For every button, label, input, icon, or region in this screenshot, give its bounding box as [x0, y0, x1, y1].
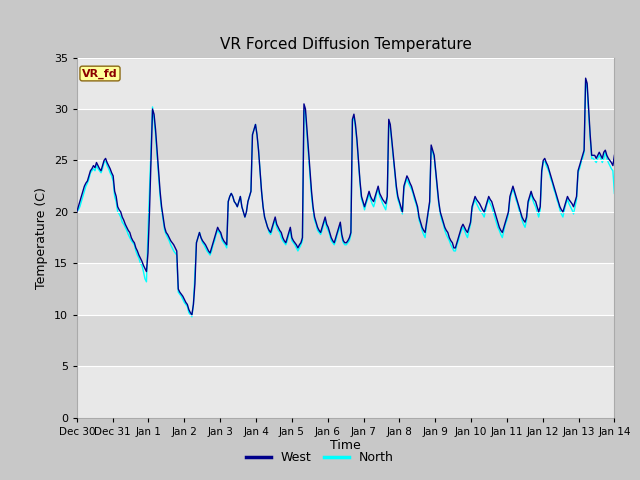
Y-axis label: Temperature (C): Temperature (C) [35, 187, 48, 288]
X-axis label: Time: Time [330, 439, 361, 453]
Bar [77, 109, 614, 160]
Title: VR Forced Diffusion Temperature: VR Forced Diffusion Temperature [220, 37, 472, 52]
Bar [77, 58, 614, 109]
Legend: West, North: West, North [241, 446, 399, 469]
Text: VR_fd: VR_fd [82, 68, 118, 79]
Bar [77, 315, 614, 366]
Bar [77, 212, 614, 264]
Bar [77, 160, 614, 212]
Bar [77, 264, 614, 315]
Bar [77, 366, 614, 418]
